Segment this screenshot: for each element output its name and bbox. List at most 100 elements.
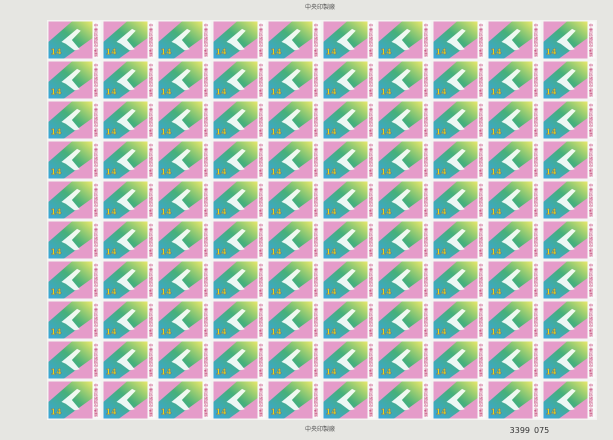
stamp-denomination: 14 [106,328,118,337]
stamp-plane [446,388,466,411]
stamp: 14 中華民國航空郵票 [432,260,487,300]
stamp-inscription: 中華民國航空郵票 [478,22,484,57]
stamp-plane [171,228,191,251]
stamp-strip [147,21,156,59]
stamp-inscription: 中華民國航空郵票 [148,342,154,377]
stamp-strip [147,61,156,99]
stamp-plane [336,228,356,251]
stamp-strip [257,181,266,219]
stamp-denomination: 14 [51,128,63,137]
stamp-denomination: 14 [546,328,558,337]
stamp-denomination: 14 [326,368,338,377]
stamp-strip [92,261,101,299]
stamp-inscription: 中華民國航空郵票 [588,222,594,257]
stamp: 14 中華民國航空郵票 [542,380,597,420]
stamp: 14 中華民國航空郵票 [542,220,597,260]
stamp-denomination: 14 [491,248,503,257]
stamp-plane [556,148,576,171]
stamp-inscription: 中華民國航空郵票 [533,182,539,217]
stamp-inscription: 中華民國航空郵票 [203,382,209,417]
stamp: 14 中華民國航空郵票 [432,300,487,340]
stamp-plane [391,188,411,211]
stamp: 14 中華民國航空郵票 [267,260,322,300]
stamp-denomination: 14 [271,128,283,137]
stamp-denomination: 14 [436,168,448,177]
stamp-strip [202,381,211,419]
stamp: 14 中華民國航空郵票 [212,20,267,60]
stamp-strip [92,141,101,179]
stamp: 14 中華民國航空郵票 [377,140,432,180]
margin-inscription: 中央印製廠 [305,3,335,11]
stamp-plane [61,28,81,51]
stamp-denomination: 14 [546,128,558,137]
stamp-denomination: 14 [326,168,338,177]
stamp-inscription: 中華民國航空郵票 [423,222,429,257]
stamp-denomination: 14 [381,368,393,377]
margin-inscription: 中央印製廠 [305,425,335,433]
stamp-denomination: 14 [51,328,63,337]
stamp-plane [501,268,521,291]
stamp-strip [92,181,101,219]
stamp: 14 中華民國航空郵票 [322,60,377,100]
stamp-denomination: 14 [546,288,558,297]
stamp-plane [226,228,246,251]
stamp-plane [391,108,411,131]
stamp-plane [116,28,136,51]
stamp-plane [61,68,81,91]
stamp-denomination: 14 [216,128,228,137]
stamp: 14 中華民國航空郵票 [487,140,542,180]
stamp-denomination: 14 [216,328,228,337]
stamp-plane [336,388,356,411]
stamp-inscription: 中華民國航空郵票 [258,302,264,337]
stamp-denomination: 14 [216,48,228,57]
stamp-inscription: 中華民國航空郵票 [258,142,264,177]
stamp-plane [556,28,576,51]
stamp: 14 中華民國航空郵票 [102,260,157,300]
stamp-denomination: 14 [326,408,338,417]
stamp-denomination: 14 [106,408,118,417]
stamp-plane [281,388,301,411]
stamp-denomination: 14 [546,408,558,417]
stamp-plane [501,108,521,131]
stamp-denomination: 14 [161,368,173,377]
stamp-inscription: 中華民國航空郵票 [478,342,484,377]
stamp-denomination: 14 [546,248,558,257]
stamp: 14 中華民國航空郵票 [267,300,322,340]
stamp-inscription: 中華民國航空郵票 [148,302,154,337]
stamp: 14 中華民國航空郵票 [267,20,322,60]
stamp-plane [391,148,411,171]
stamp: 14 中華民國航空郵票 [212,340,267,380]
stamp: 14 中華民國航空郵票 [157,380,212,420]
stamp: 14 中華民國航空郵票 [47,340,102,380]
stamp-denomination: 14 [51,408,63,417]
stamp-denomination: 14 [436,408,448,417]
stamp-plane [446,348,466,371]
stamp-strip [202,341,211,379]
stamp-plane [391,308,411,331]
stamp: 14 中華民國航空郵票 [157,100,212,140]
stamp-plane [116,108,136,131]
stamp-denomination: 14 [271,288,283,297]
stamp-plane [336,348,356,371]
stamp-inscription: 中華民國航空郵票 [148,262,154,297]
stamp-inscription: 中華民國航空郵票 [588,382,594,417]
stamp-inscription: 中華民國航空郵票 [93,102,99,137]
stamp-inscription: 中華民國航空郵票 [203,302,209,337]
stamp-strip [367,341,376,379]
stamp-inscription: 中華民國航空郵票 [588,62,594,97]
stamp-denomination: 14 [326,208,338,217]
stamp-plane [61,388,81,411]
stamp: 14 中華民國航空郵票 [377,380,432,420]
stamp: 14 中華民國航空郵票 [322,20,377,60]
stamp-plane [226,388,246,411]
stamp: 14 中華民國航空郵票 [102,220,157,260]
stamp-strip [257,21,266,59]
stamp-strip [587,301,596,339]
stamp: 14 中華民國航空郵票 [542,60,597,100]
stamp-strip [422,21,431,59]
stamp: 14 中華民國航空郵票 [377,100,432,140]
stamp-denomination: 14 [216,408,228,417]
stamp-inscription: 中華民國航空郵票 [148,182,154,217]
stamp-strip [587,21,596,59]
stamp: 14 中華民國航空郵票 [47,380,102,420]
